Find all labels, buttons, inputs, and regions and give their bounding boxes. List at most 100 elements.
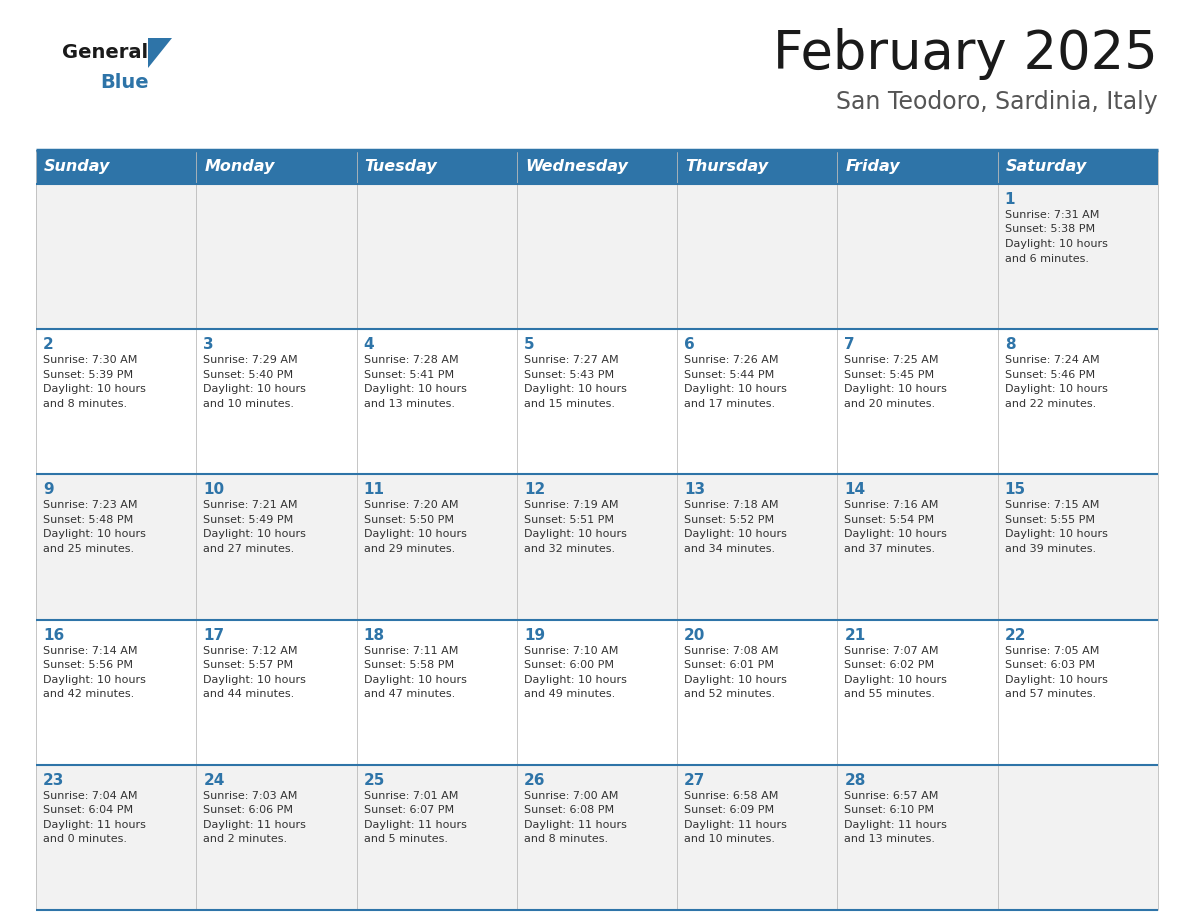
Text: Sunset: 5:58 PM: Sunset: 5:58 PM	[364, 660, 454, 670]
Text: Sunset: 5:44 PM: Sunset: 5:44 PM	[684, 370, 775, 380]
Text: 27: 27	[684, 773, 706, 788]
Text: Thursday: Thursday	[685, 160, 769, 174]
Text: Sunrise: 7:10 AM: Sunrise: 7:10 AM	[524, 645, 618, 655]
Text: Sunset: 5:39 PM: Sunset: 5:39 PM	[43, 370, 133, 380]
Text: Sunrise: 7:26 AM: Sunrise: 7:26 AM	[684, 355, 778, 365]
Text: Daylight: 10 hours: Daylight: 10 hours	[684, 530, 786, 540]
Text: Sunrise: 7:28 AM: Sunrise: 7:28 AM	[364, 355, 459, 365]
Text: and 10 minutes.: and 10 minutes.	[684, 834, 775, 845]
Text: 26: 26	[524, 773, 545, 788]
Text: Daylight: 11 hours: Daylight: 11 hours	[845, 820, 947, 830]
Text: Daylight: 10 hours: Daylight: 10 hours	[43, 530, 146, 540]
Text: and 6 minutes.: and 6 minutes.	[1005, 253, 1088, 263]
Text: and 37 minutes.: and 37 minutes.	[845, 543, 936, 554]
Text: Daylight: 10 hours: Daylight: 10 hours	[684, 675, 786, 685]
Text: Sunset: 6:07 PM: Sunset: 6:07 PM	[364, 805, 454, 815]
Text: Daylight: 11 hours: Daylight: 11 hours	[524, 820, 627, 830]
Text: Daylight: 10 hours: Daylight: 10 hours	[43, 385, 146, 394]
Text: and 13 minutes.: and 13 minutes.	[845, 834, 935, 845]
Text: Sunset: 5:49 PM: Sunset: 5:49 PM	[203, 515, 293, 525]
Text: 24: 24	[203, 773, 225, 788]
Text: 28: 28	[845, 773, 866, 788]
Bar	[36, 765, 1158, 910]
Text: 5: 5	[524, 337, 535, 353]
Text: Sunrise: 7:14 AM: Sunrise: 7:14 AM	[43, 645, 138, 655]
Text: Daylight: 10 hours: Daylight: 10 hours	[364, 530, 467, 540]
Text: and 55 minutes.: and 55 minutes.	[845, 689, 935, 700]
Text: Sunrise: 7:25 AM: Sunrise: 7:25 AM	[845, 355, 939, 365]
Text: Sunrise: 7:15 AM: Sunrise: 7:15 AM	[1005, 500, 1099, 510]
Text: and 39 minutes.: and 39 minutes.	[1005, 543, 1095, 554]
Text: Sunset: 5:40 PM: Sunset: 5:40 PM	[203, 370, 293, 380]
Text: Sunset: 6:09 PM: Sunset: 6:09 PM	[684, 805, 775, 815]
Text: and 20 minutes.: and 20 minutes.	[845, 398, 936, 409]
Text: 2: 2	[43, 337, 53, 353]
Text: Sunrise: 7:05 AM: Sunrise: 7:05 AM	[1005, 645, 1099, 655]
Text: San Teodoro, Sardinia, Italy: San Teodoro, Sardinia, Italy	[836, 90, 1158, 114]
Text: Sunset: 6:04 PM: Sunset: 6:04 PM	[43, 805, 133, 815]
Text: Daylight: 10 hours: Daylight: 10 hours	[43, 675, 146, 685]
Text: Sunset: 6:03 PM: Sunset: 6:03 PM	[1005, 660, 1094, 670]
Text: Wednesday: Wednesday	[525, 160, 627, 174]
Text: Daylight: 11 hours: Daylight: 11 hours	[684, 820, 786, 830]
Text: Daylight: 10 hours: Daylight: 10 hours	[364, 385, 467, 394]
Text: Sunrise: 7:29 AM: Sunrise: 7:29 AM	[203, 355, 298, 365]
Text: Sunrise: 7:16 AM: Sunrise: 7:16 AM	[845, 500, 939, 510]
Text: and 15 minutes.: and 15 minutes.	[524, 398, 615, 409]
Text: and 2 minutes.: and 2 minutes.	[203, 834, 287, 845]
Text: Sunrise: 7:20 AM: Sunrise: 7:20 AM	[364, 500, 459, 510]
Text: and 8 minutes.: and 8 minutes.	[43, 398, 127, 409]
Text: and 25 minutes.: and 25 minutes.	[43, 543, 134, 554]
Text: 14: 14	[845, 482, 866, 498]
Text: 11: 11	[364, 482, 385, 498]
Text: Daylight: 10 hours: Daylight: 10 hours	[845, 530, 947, 540]
Text: 17: 17	[203, 628, 225, 643]
Text: Sunrise: 7:27 AM: Sunrise: 7:27 AM	[524, 355, 619, 365]
Text: and 13 minutes.: and 13 minutes.	[364, 398, 455, 409]
Text: and 44 minutes.: and 44 minutes.	[203, 689, 295, 700]
Text: Sunrise: 7:23 AM: Sunrise: 7:23 AM	[43, 500, 138, 510]
Text: 10: 10	[203, 482, 225, 498]
Text: Sunset: 6:00 PM: Sunset: 6:00 PM	[524, 660, 614, 670]
Text: and 8 minutes.: and 8 minutes.	[524, 834, 608, 845]
Text: Sunset: 5:48 PM: Sunset: 5:48 PM	[43, 515, 133, 525]
Text: 1: 1	[1005, 192, 1016, 207]
Text: Sunset: 6:06 PM: Sunset: 6:06 PM	[203, 805, 293, 815]
Text: 25: 25	[364, 773, 385, 788]
Text: and 42 minutes.: and 42 minutes.	[43, 689, 134, 700]
Text: Blue: Blue	[100, 73, 148, 92]
Bar	[36, 184, 1158, 330]
Text: Sunset: 5:52 PM: Sunset: 5:52 PM	[684, 515, 775, 525]
Text: 19: 19	[524, 628, 545, 643]
Text: Sunrise: 6:57 AM: Sunrise: 6:57 AM	[845, 790, 939, 800]
Text: Daylight: 10 hours: Daylight: 10 hours	[524, 530, 627, 540]
Text: Sunset: 5:55 PM: Sunset: 5:55 PM	[1005, 515, 1094, 525]
Text: 18: 18	[364, 628, 385, 643]
Text: Sunrise: 7:07 AM: Sunrise: 7:07 AM	[845, 645, 939, 655]
Text: and 34 minutes.: and 34 minutes.	[684, 543, 776, 554]
Text: Daylight: 10 hours: Daylight: 10 hours	[364, 675, 467, 685]
Text: Monday: Monday	[204, 160, 274, 174]
Text: and 49 minutes.: and 49 minutes.	[524, 689, 615, 700]
Text: Daylight: 11 hours: Daylight: 11 hours	[364, 820, 467, 830]
Text: Sunrise: 7:08 AM: Sunrise: 7:08 AM	[684, 645, 778, 655]
Text: 21: 21	[845, 628, 866, 643]
Text: and 5 minutes.: and 5 minutes.	[364, 834, 448, 845]
Text: Sunrise: 7:12 AM: Sunrise: 7:12 AM	[203, 645, 298, 655]
Text: Daylight: 10 hours: Daylight: 10 hours	[1005, 239, 1107, 249]
Text: Sunrise: 7:18 AM: Sunrise: 7:18 AM	[684, 500, 778, 510]
Text: 13: 13	[684, 482, 706, 498]
Text: Sunset: 5:54 PM: Sunset: 5:54 PM	[845, 515, 935, 525]
Bar	[36, 150, 1158, 184]
Text: and 10 minutes.: and 10 minutes.	[203, 398, 295, 409]
Text: Daylight: 10 hours: Daylight: 10 hours	[203, 385, 307, 394]
Bar	[36, 330, 1158, 475]
Text: 9: 9	[43, 482, 53, 498]
Text: 4: 4	[364, 337, 374, 353]
Text: Sunset: 6:10 PM: Sunset: 6:10 PM	[845, 805, 935, 815]
Text: Sunrise: 7:21 AM: Sunrise: 7:21 AM	[203, 500, 298, 510]
Text: Daylight: 10 hours: Daylight: 10 hours	[1005, 530, 1107, 540]
Text: Sunset: 6:02 PM: Sunset: 6:02 PM	[845, 660, 935, 670]
Text: and 17 minutes.: and 17 minutes.	[684, 398, 776, 409]
Text: and 0 minutes.: and 0 minutes.	[43, 834, 127, 845]
